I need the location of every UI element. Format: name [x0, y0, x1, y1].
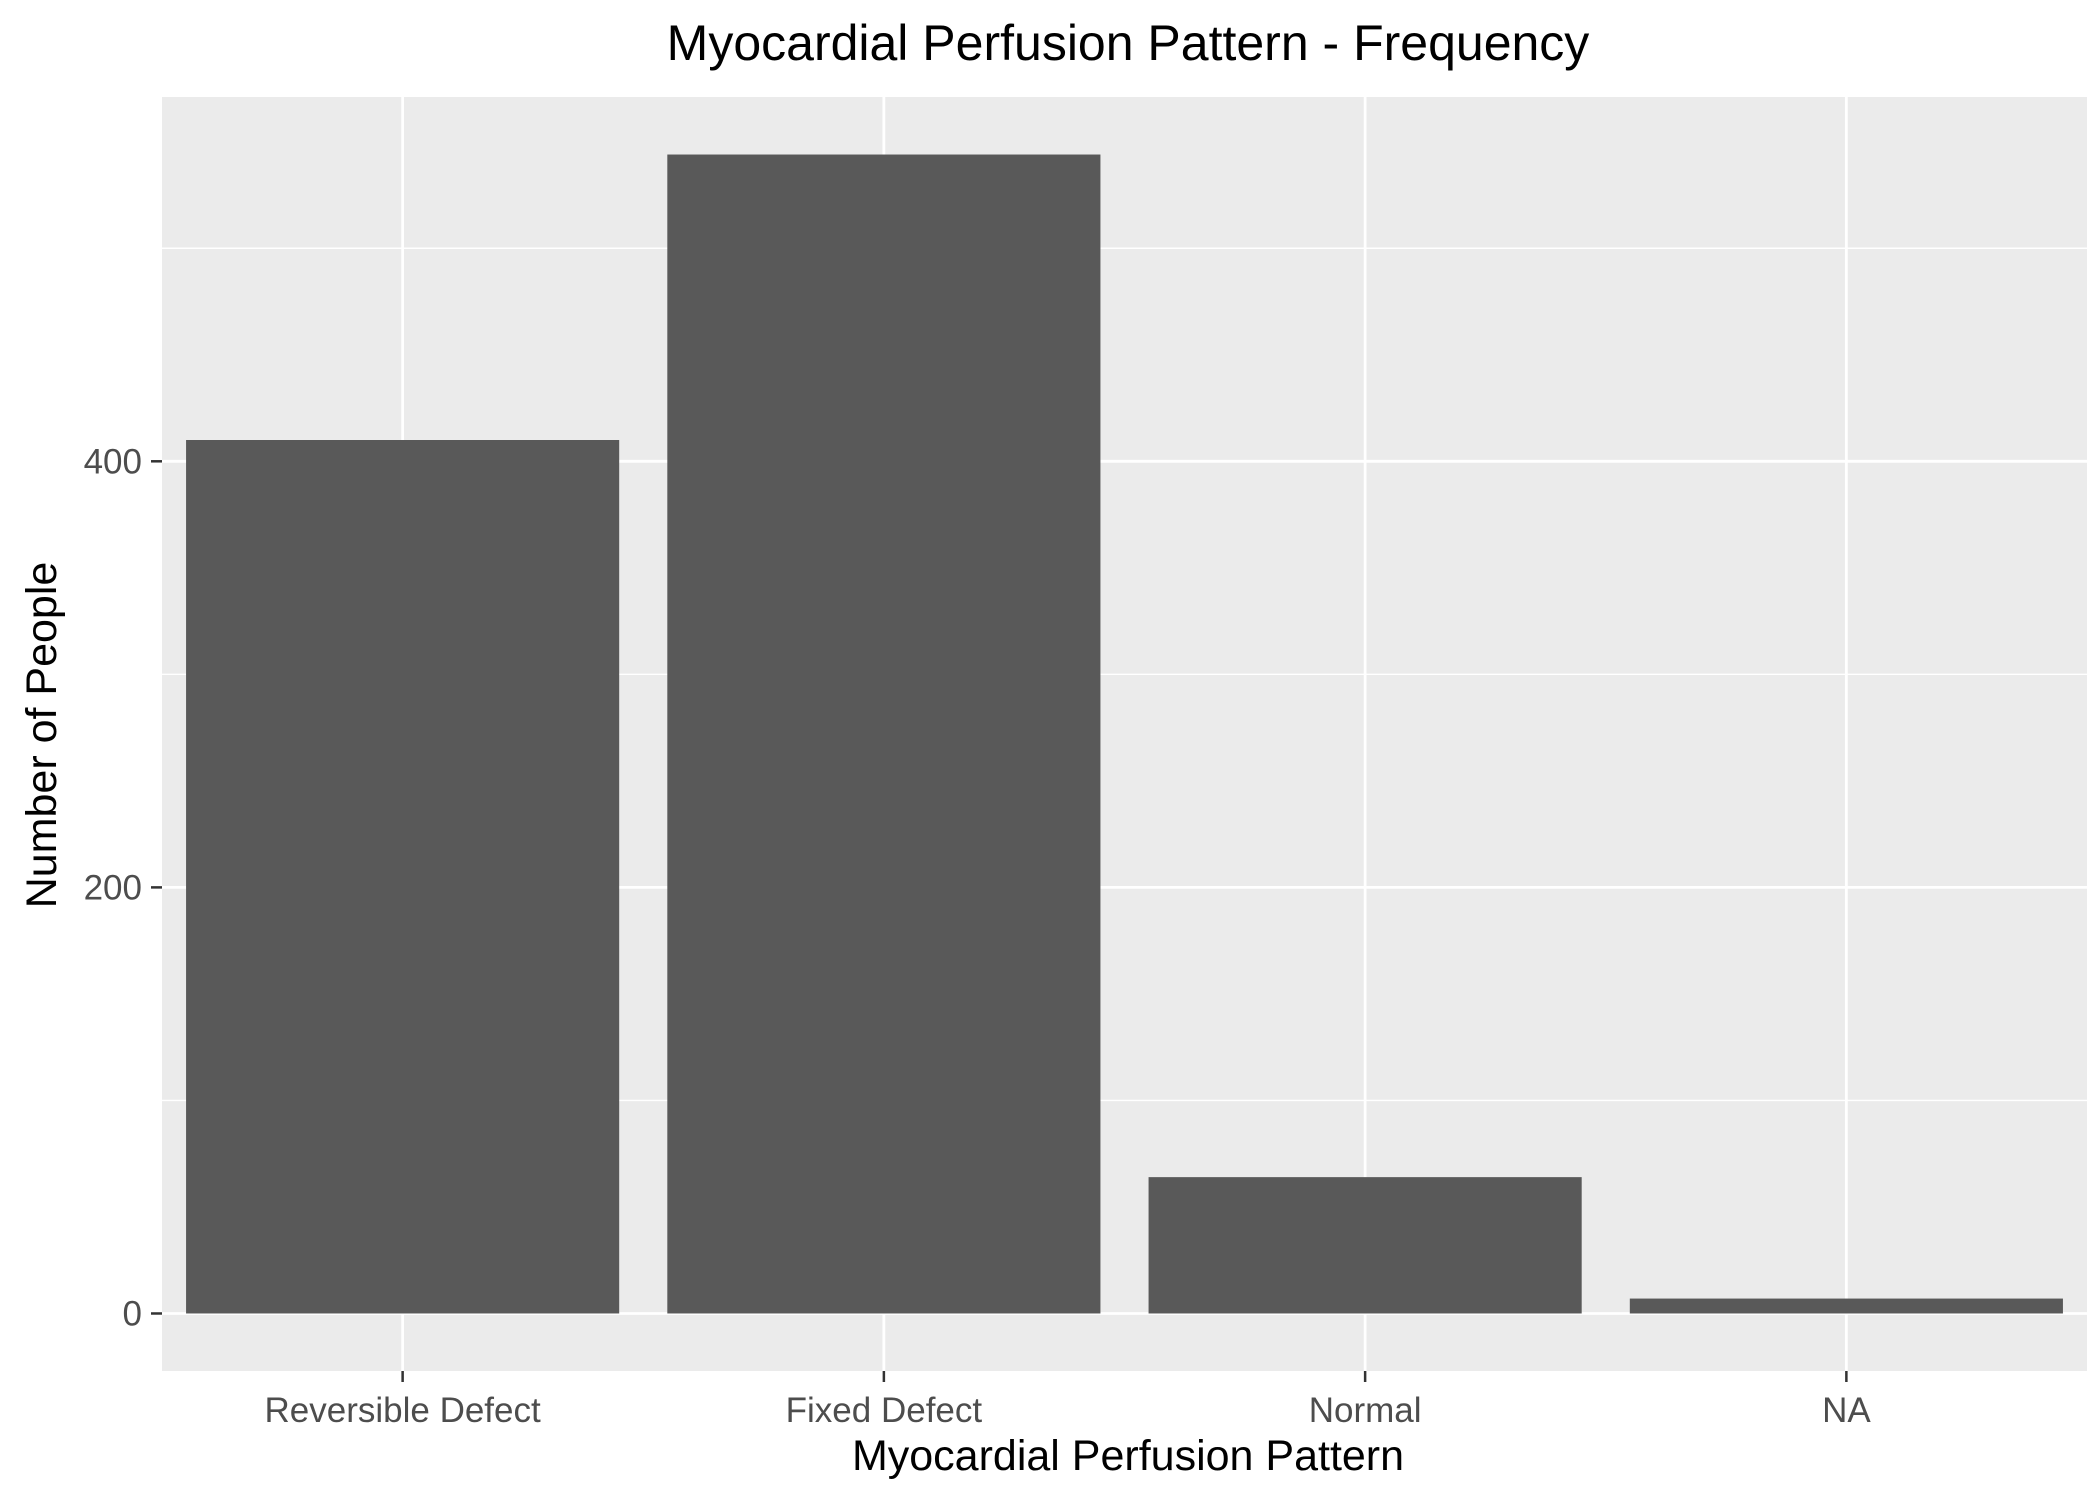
y-axis-title: Number of People — [18, 562, 66, 909]
y-axis: 0 200 400 — [84, 442, 162, 1333]
bars — [186, 154, 2063, 1314]
x-axis: Reversible Defect Fixed Defect Normal NA — [265, 1371, 1871, 1430]
y-tick-label: 0 — [123, 1294, 142, 1333]
x-tick-label: Fixed Defect — [786, 1391, 983, 1430]
x-tick-label: NA — [1822, 1391, 1871, 1430]
x-tick-label: Normal — [1309, 1391, 1422, 1430]
bar-reversible-defect — [186, 440, 620, 1314]
chart-title: Myocardial Perfusion Pattern - Frequency — [667, 15, 1590, 71]
bar-normal — [1148, 1177, 1582, 1314]
bar-na — [1629, 1298, 2063, 1314]
x-tick-label: Reversible Defect — [265, 1391, 541, 1430]
y-tick-label: 400 — [84, 442, 142, 481]
x-axis-title: Myocardial Perfusion Pattern — [852, 1432, 1404, 1480]
bar-fixed-defect — [667, 154, 1101, 1314]
y-tick-label: 200 — [84, 868, 142, 907]
